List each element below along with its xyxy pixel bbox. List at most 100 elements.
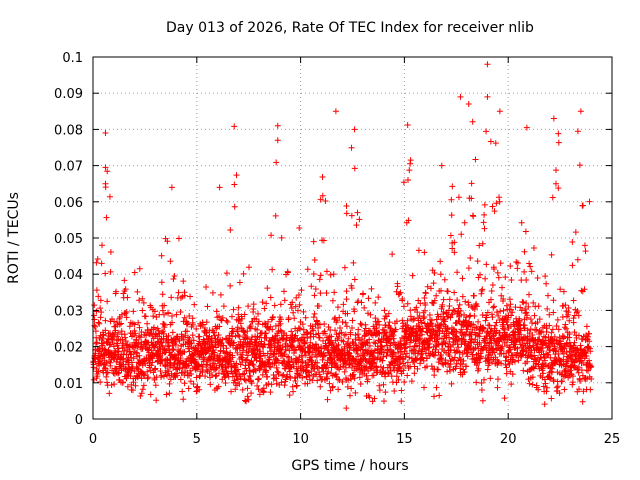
data-point [571,329,578,336]
data-point [115,370,122,377]
data-point [292,332,299,339]
data-point [431,372,438,379]
data-point [133,337,140,344]
data-point [569,262,576,269]
data-point [138,375,145,382]
data-point [299,321,306,328]
data-point [465,301,472,308]
data-point [575,332,582,339]
data-point [550,309,557,316]
data-point [323,268,330,275]
data-point [516,321,523,328]
data-point [356,216,363,223]
data-point [275,371,282,378]
data-point [337,324,344,331]
data-point [469,326,476,333]
data-point [175,235,182,242]
data-point [314,359,321,366]
data-point [189,321,196,328]
data-point [228,313,235,320]
data-point [277,320,284,327]
data-point [511,358,518,365]
data-point [290,309,297,316]
data-point [174,372,181,379]
data-point [137,393,144,400]
data-point [569,381,576,388]
data-point [339,318,346,325]
data-point [280,335,287,342]
data-point [142,313,149,320]
data-point [547,347,554,354]
data-point [462,298,469,305]
data-point [471,292,478,299]
data-point [296,301,303,308]
data-point [356,374,363,381]
data-point [247,325,254,332]
data-point [492,322,499,329]
data-point [312,341,319,348]
data-point [168,294,175,301]
data-point [497,260,504,267]
data-point [93,308,100,315]
data-point [319,174,326,181]
data-point [281,288,287,295]
data-point [295,324,302,331]
data-point [233,172,240,179]
data-point [185,345,192,352]
data-point [463,314,470,321]
data-point [489,314,496,321]
data-point [239,386,246,393]
data-point [292,303,299,310]
x-tick-label: 15 [396,432,413,447]
data-point [107,249,114,256]
data-point [520,367,527,374]
data-point [131,368,138,375]
data-point [330,271,337,278]
data-point [427,285,434,292]
data-point [329,297,336,304]
data-point [373,364,380,371]
data-point [344,310,351,317]
data-point [124,294,131,301]
data-point [455,344,462,351]
data-point [534,275,541,282]
data-point [402,353,409,360]
data-point [263,334,270,341]
data-point [268,232,275,239]
data-point [404,317,411,324]
data-point [366,394,373,401]
data-point [473,379,480,386]
data-point [171,272,178,279]
data-point [404,359,411,366]
data-point [533,326,540,333]
data-point [244,352,251,359]
data-point [110,343,117,350]
data-point [341,264,348,271]
data-point [323,290,330,297]
data-point [102,365,109,372]
data-point [487,138,494,145]
data-point [455,194,462,201]
data-point [469,118,476,125]
data-point [439,301,446,308]
data-point [165,332,172,339]
data-point [248,390,255,397]
data-point [288,356,295,363]
data-point [145,374,152,381]
data-point [392,362,399,369]
data-point [495,312,502,319]
data-point [480,219,487,226]
data-point [135,340,142,347]
data-point [165,368,172,375]
data-point [502,315,509,322]
y-tick-label: 0.02 [54,341,83,356]
data-point [125,370,132,377]
y-tick-label: 0.1 [62,51,83,66]
data-point [543,384,550,391]
data-point [185,385,192,392]
data-point [563,349,570,356]
data-point [347,331,354,338]
data-point [588,363,595,370]
data-point [421,320,428,327]
data-point [433,292,440,299]
